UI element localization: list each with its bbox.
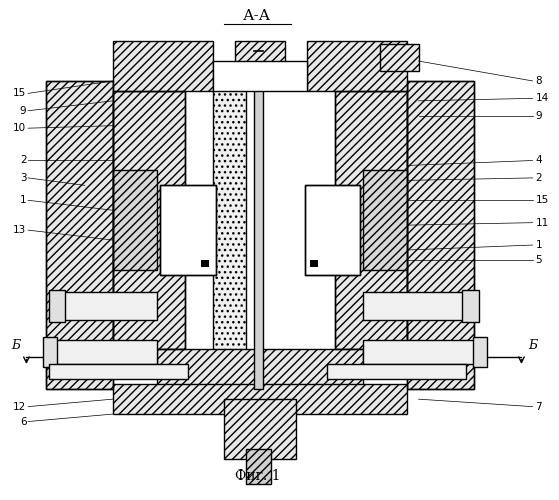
Bar bbox=[43, 337, 57, 367]
Bar bbox=[235, 41, 285, 81]
Bar bbox=[380, 44, 419, 71]
Bar bbox=[307, 41, 408, 91]
Text: 3: 3 bbox=[20, 173, 26, 183]
Bar bbox=[363, 292, 463, 320]
Text: 7: 7 bbox=[536, 402, 542, 411]
Bar bbox=[201, 260, 209, 268]
Bar bbox=[46, 340, 157, 364]
Bar bbox=[160, 186, 216, 275]
Bar bbox=[49, 290, 65, 322]
Bar bbox=[112, 91, 185, 349]
Bar bbox=[112, 41, 213, 91]
Bar bbox=[46, 81, 112, 389]
Text: 4: 4 bbox=[536, 156, 542, 166]
Text: 9: 9 bbox=[536, 111, 542, 120]
Bar bbox=[112, 384, 408, 414]
Bar bbox=[335, 91, 408, 349]
Bar bbox=[160, 186, 216, 275]
Text: 9: 9 bbox=[20, 106, 26, 116]
Text: 12: 12 bbox=[13, 402, 26, 411]
Text: 1: 1 bbox=[536, 240, 542, 250]
Text: 2: 2 bbox=[20, 156, 26, 166]
Text: Фиг. 1: Фиг. 1 bbox=[235, 469, 280, 483]
Bar bbox=[363, 170, 408, 270]
Text: 11: 11 bbox=[536, 218, 548, 228]
Text: Б: Б bbox=[11, 339, 20, 352]
Bar bbox=[49, 364, 188, 380]
Bar bbox=[462, 290, 479, 322]
Text: 10: 10 bbox=[13, 123, 26, 133]
Text: 15: 15 bbox=[536, 196, 548, 205]
Bar bbox=[305, 186, 360, 275]
Bar bbox=[246, 449, 271, 484]
Bar bbox=[473, 337, 487, 367]
Bar bbox=[57, 292, 157, 320]
Bar bbox=[408, 81, 474, 389]
Text: 8: 8 bbox=[536, 76, 542, 86]
Text: А-А: А-А bbox=[243, 10, 271, 24]
Text: 1: 1 bbox=[20, 196, 26, 205]
Text: 15: 15 bbox=[13, 88, 26, 99]
Bar bbox=[213, 61, 307, 91]
Text: 6: 6 bbox=[20, 416, 26, 426]
Bar bbox=[310, 260, 319, 268]
Bar bbox=[112, 170, 157, 270]
Text: 14: 14 bbox=[536, 94, 548, 104]
Bar bbox=[327, 364, 466, 380]
Bar bbox=[408, 81, 474, 389]
Bar bbox=[363, 340, 474, 364]
Bar bbox=[157, 350, 363, 399]
Bar bbox=[224, 399, 296, 459]
Bar bbox=[335, 91, 408, 349]
Bar bbox=[254, 71, 263, 389]
Bar bbox=[305, 186, 360, 275]
Text: Б: Б bbox=[528, 339, 537, 352]
Text: 2: 2 bbox=[536, 173, 542, 183]
Bar bbox=[112, 91, 185, 349]
Bar bbox=[213, 71, 246, 360]
Text: 5: 5 bbox=[536, 255, 542, 265]
Text: 13: 13 bbox=[13, 225, 26, 235]
Bar bbox=[46, 81, 112, 389]
